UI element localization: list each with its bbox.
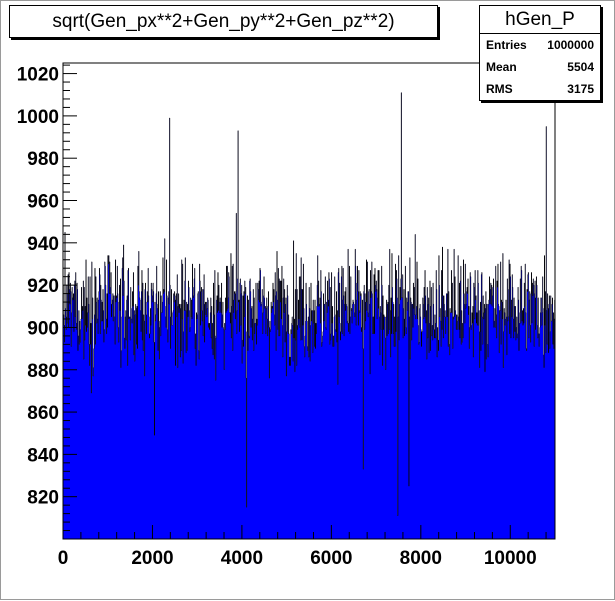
y-tick-label: 1000 — [17, 107, 59, 128]
stats-row-entries: Entries 1000000 — [480, 34, 600, 56]
y-tick-label: 860 — [27, 403, 59, 424]
stats-rms-value: 3175 — [567, 82, 594, 96]
x-tick-label: 8000 — [400, 548, 442, 569]
chart-title: sqrt(Gen_px**2+Gen_py**2+Gen_pz**2) — [52, 10, 395, 32]
histogram-outline — [62, 92, 556, 539]
stats-histogram-name: hGen_P — [480, 6, 600, 34]
x-tick-label: 0 — [58, 548, 69, 569]
x-tick-label: 6000 — [310, 548, 352, 569]
stats-entries-value: 1000000 — [547, 38, 594, 52]
y-tick-label: 820 — [27, 488, 59, 509]
x-tick-label: 10000 — [484, 548, 537, 569]
stats-row-mean: Mean 5504 — [480, 56, 600, 78]
y-tick-label: 980 — [27, 149, 59, 170]
y-tick-label: 1020 — [17, 65, 59, 86]
chart-title-box: sqrt(Gen_px**2+Gen_py**2+Gen_pz**2) — [9, 5, 438, 38]
plot-frame — [62, 62, 556, 540]
y-tick-label: 880 — [27, 361, 59, 382]
stats-box: hGen_P Entries 1000000 Mean 5504 RMS 317… — [479, 5, 601, 101]
stats-row-rms: RMS 3175 — [480, 78, 600, 100]
stats-mean-value: 5504 — [567, 60, 594, 74]
stats-rms-label: RMS — [486, 82, 513, 96]
y-tick-label: 920 — [27, 276, 59, 297]
y-tick-label: 900 — [27, 318, 59, 339]
x-tick-label: 2000 — [131, 548, 173, 569]
stats-entries-label: Entries — [486, 38, 527, 52]
y-tick-label: 960 — [27, 192, 59, 213]
stats-mean-label: Mean — [486, 60, 517, 74]
y-tick-label: 840 — [27, 445, 59, 466]
y-tick-label: 940 — [27, 234, 59, 255]
x-tick-label: 4000 — [221, 548, 263, 569]
